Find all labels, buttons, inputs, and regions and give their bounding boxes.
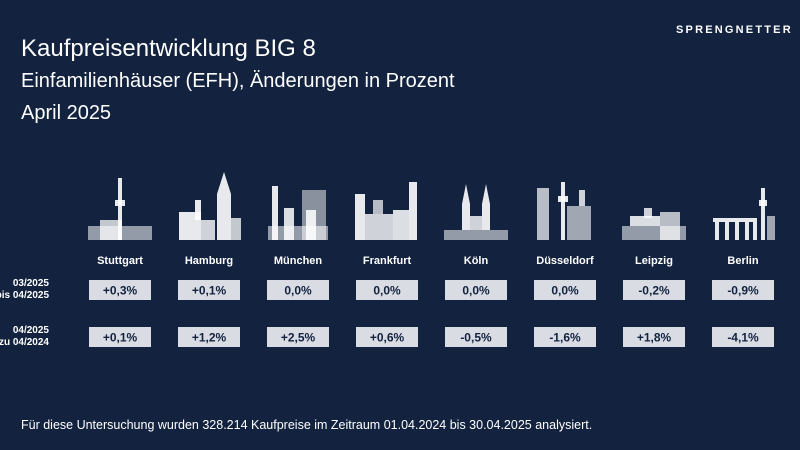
skyline-shape xyxy=(470,216,482,230)
skyline-shape xyxy=(217,194,231,240)
city-label: Düsseldorf xyxy=(536,255,594,267)
skyline-3 xyxy=(268,186,328,240)
page-subtitle: Einfamilienhäuser (EFH), Änderungen in P… xyxy=(21,70,455,92)
skyline-shape xyxy=(579,190,585,206)
skyline-shape xyxy=(725,222,729,240)
value-label: +0,6% xyxy=(370,331,405,345)
skyline-shape xyxy=(462,204,470,230)
skyline-shape xyxy=(355,194,365,240)
skyline-shape xyxy=(373,200,383,214)
page-title: Kaufpreisentwicklung BIG 8 xyxy=(21,35,316,62)
value-tile xyxy=(623,327,685,347)
value-tile xyxy=(267,280,329,300)
skyline-shape xyxy=(567,206,591,240)
row-label: bis 04/2025 xyxy=(0,290,49,301)
skyline-shape xyxy=(444,230,508,240)
skyline-shape xyxy=(409,182,417,240)
skyline-shape xyxy=(753,222,757,240)
footer-note: Für diese Untersuchung wurden 328.214 Ka… xyxy=(21,418,593,432)
skyline-shape xyxy=(201,220,215,240)
value-label: +1,8% xyxy=(637,331,672,345)
value-label: 0,0% xyxy=(284,284,312,298)
value-label: +0,1% xyxy=(192,284,227,298)
skyline-shape xyxy=(272,186,278,240)
page-date: April 2025 xyxy=(21,102,112,124)
skyline-shape xyxy=(482,204,490,230)
city-label: Frankfurt xyxy=(363,255,412,267)
value-label: +0,3% xyxy=(103,284,138,298)
skyline-7 xyxy=(622,208,686,240)
value-label: -0,5% xyxy=(460,331,492,345)
value-tile xyxy=(445,327,507,347)
value-label: +1,2% xyxy=(192,331,227,345)
city-label: München xyxy=(274,255,323,267)
row-label: zu 04/2024 xyxy=(0,337,49,348)
skyline-shape xyxy=(365,214,393,240)
value-label: 0,0% xyxy=(462,284,490,298)
skyline-shape xyxy=(482,184,490,204)
city-label: Stuttgart xyxy=(97,255,143,267)
value-label: 0,0% xyxy=(373,284,401,298)
value-tile xyxy=(356,327,418,347)
skyline-shape xyxy=(537,188,549,240)
skyline-shape xyxy=(393,210,409,240)
skyline-6 xyxy=(537,182,591,240)
skyline-shape xyxy=(713,218,757,222)
value-label: -4,1% xyxy=(727,331,759,345)
skyline-shape xyxy=(644,208,652,218)
skyline-shape xyxy=(761,188,765,240)
brand-logo: SPRENGNETTER xyxy=(676,24,793,36)
skyline-shape xyxy=(759,200,767,206)
value-label: 0,0% xyxy=(551,284,579,298)
value-tile xyxy=(534,327,596,347)
skyline-shape xyxy=(195,200,201,220)
skyline-2 xyxy=(179,172,241,240)
value-label: -1,6% xyxy=(549,331,581,345)
city-label: Hamburg xyxy=(185,255,233,267)
skyline-shape xyxy=(660,212,680,240)
value-label: -0,9% xyxy=(727,284,759,298)
skyline-shape xyxy=(306,210,316,240)
value-tile xyxy=(356,280,418,300)
value-tile xyxy=(267,327,329,347)
value-tile xyxy=(534,280,596,300)
row-label: 03/2025 xyxy=(13,278,50,289)
skyline-shape xyxy=(100,220,122,240)
value-tile xyxy=(89,327,151,347)
value-label: +2,5% xyxy=(281,331,316,345)
value-tile xyxy=(178,280,240,300)
city-label: Leipzig xyxy=(635,255,673,267)
skyline-5 xyxy=(444,184,508,240)
value-tile xyxy=(712,327,774,347)
title-block: Kaufpreisentwicklung BIG 8 Einfamilienhä… xyxy=(21,34,455,128)
skyline-shape xyxy=(630,216,660,226)
value-label: +0,1% xyxy=(103,331,138,345)
row-label: 04/2025 xyxy=(13,325,50,336)
skyline-shape xyxy=(115,200,125,206)
skyline-shape xyxy=(561,182,565,240)
skyline-4 xyxy=(355,182,417,240)
value-label: -0,2% xyxy=(638,284,670,298)
skyline-8 xyxy=(713,188,775,240)
skyline-1 xyxy=(88,178,152,240)
value-tile xyxy=(712,280,774,300)
skyline-shape xyxy=(735,222,739,240)
value-tile xyxy=(178,327,240,347)
skyline-shape xyxy=(284,208,294,240)
skyline-shape xyxy=(231,218,241,240)
value-tile xyxy=(445,280,507,300)
skyline-shape xyxy=(745,222,749,240)
city-label: Köln xyxy=(464,255,489,267)
skyline-shape xyxy=(715,222,719,240)
skyline-shape xyxy=(217,172,231,194)
value-tile xyxy=(89,280,151,300)
skyline-shape xyxy=(118,178,122,240)
city-label: Berlin xyxy=(727,255,758,267)
skyline-shape xyxy=(767,216,775,240)
skyline-shape xyxy=(558,196,568,202)
skyline-shape xyxy=(462,184,470,204)
value-tile xyxy=(623,280,685,300)
